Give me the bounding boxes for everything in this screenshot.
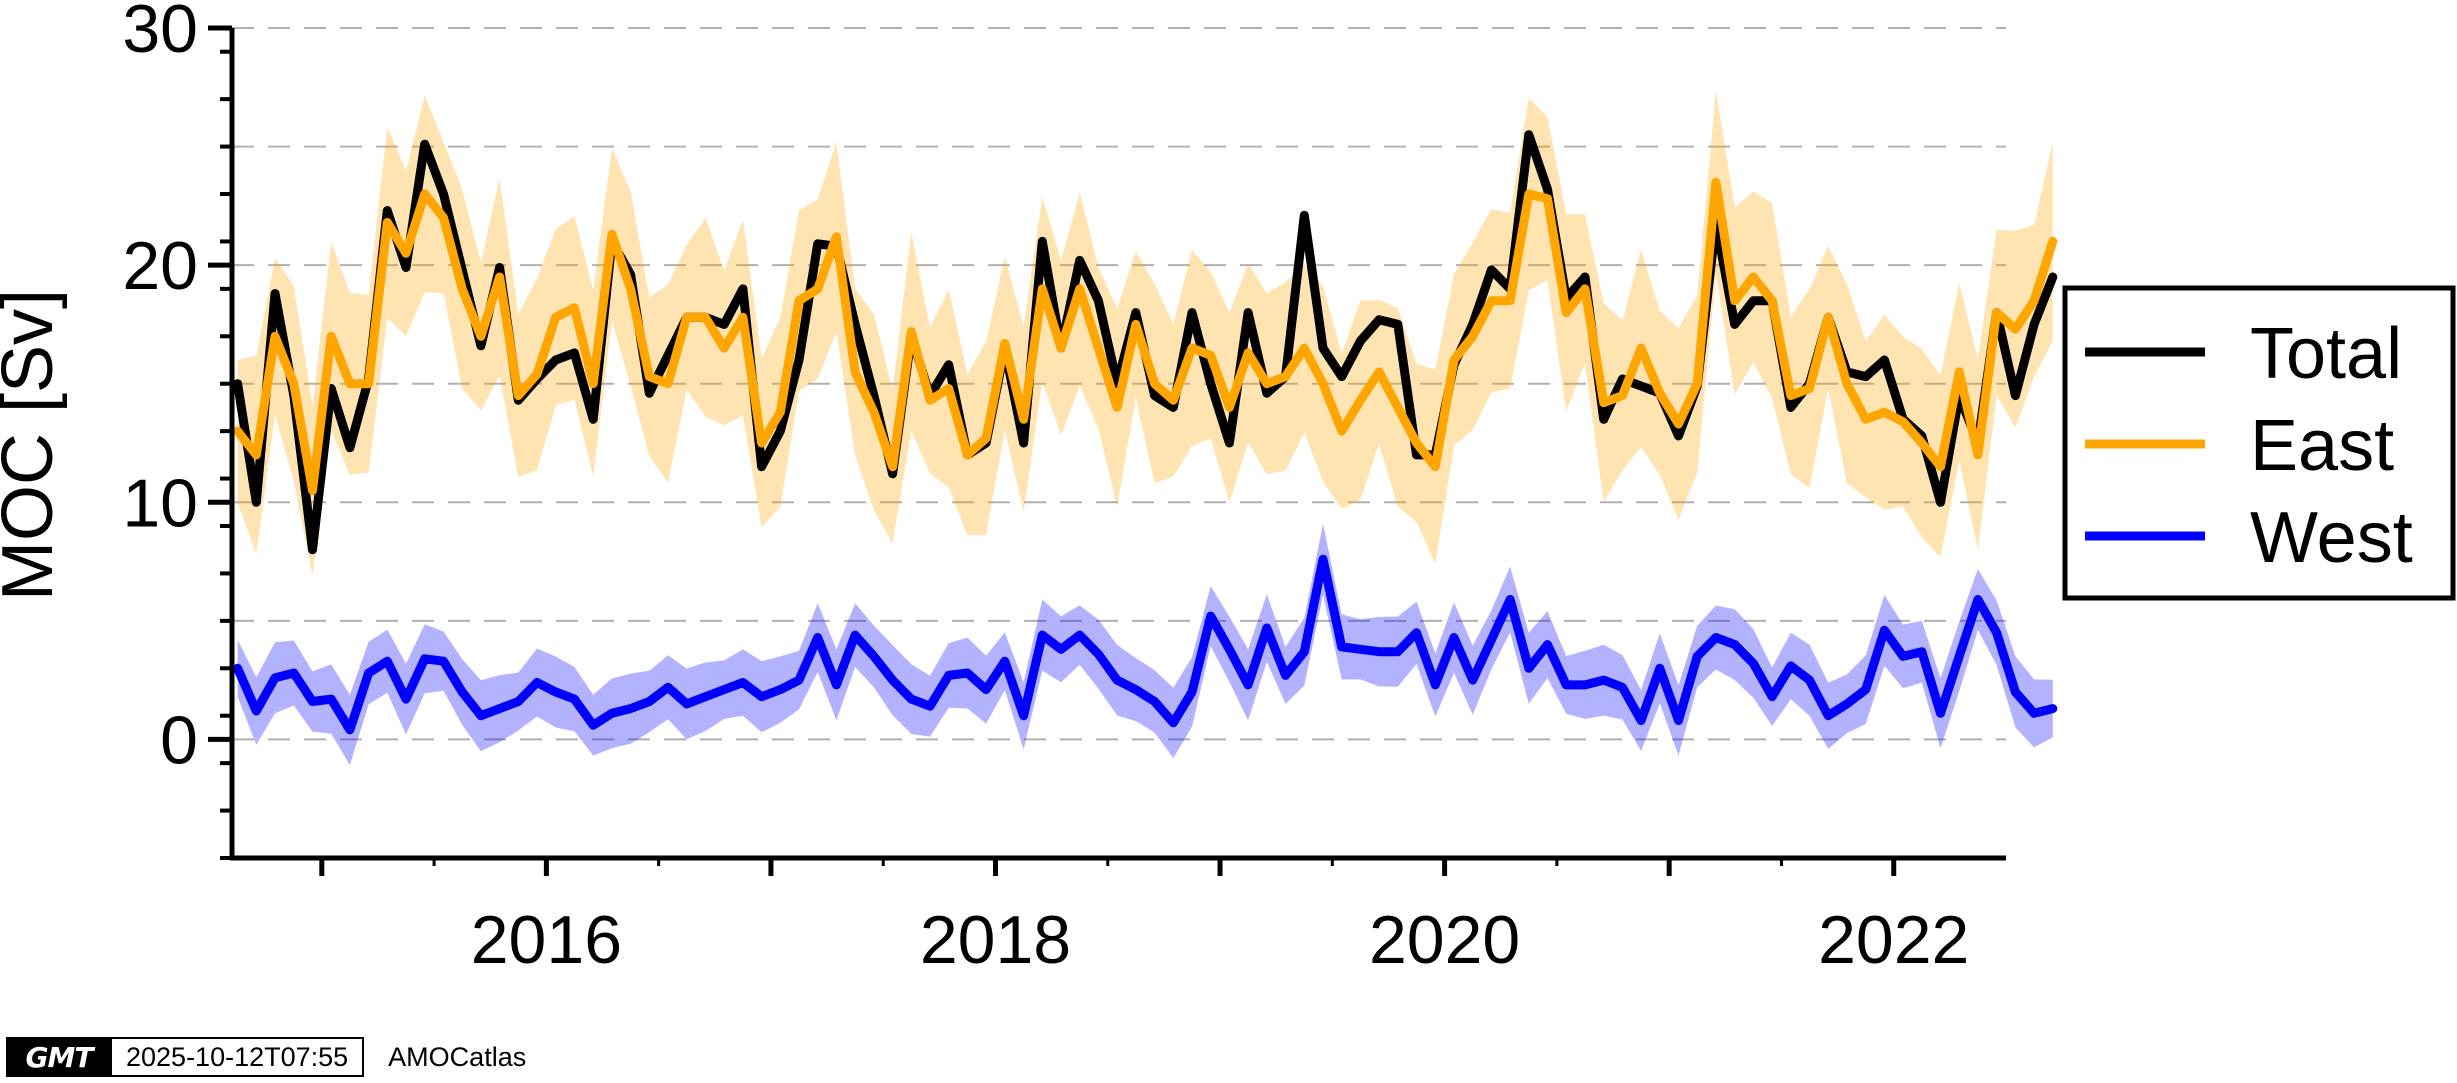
series-lines [233,130,2058,735]
axes: 0 10 20 30 2016 2018 2020 2022 [122,0,2006,978]
y-tick-label: 10 [122,465,198,541]
legend-label-west: West [2250,498,2413,578]
gmt-logo: GMT [6,1037,112,1077]
west-band [237,523,2053,766]
legend: Total East West [2062,285,2456,601]
series-line-east [233,177,2058,495]
source-label: AMOCatlas [388,1041,527,1072]
y-tick-label: 0 [160,702,198,778]
legend-label-east: East [2250,406,2394,486]
x-tick-label: 2022 [1818,902,1969,978]
x-tick-label: 2016 [471,902,622,978]
x-tick-label: 2020 [1369,902,1520,978]
footer: GMT 2025-10-12T07:55 AMOCatlas [6,1036,526,1078]
x-tick-label: 2018 [920,902,1071,978]
legend-label-total: Total [2250,314,2402,394]
east-band [237,90,2053,576]
uncertainty-bands [237,90,2053,766]
y-tick-label: 30 [122,0,198,67]
timestamp: 2025-10-12T07:55 [112,1037,365,1077]
y-tick-label: 20 [122,228,198,304]
series-line-west [233,554,2058,735]
y-axis-label: MOC [Sv] [0,289,68,601]
